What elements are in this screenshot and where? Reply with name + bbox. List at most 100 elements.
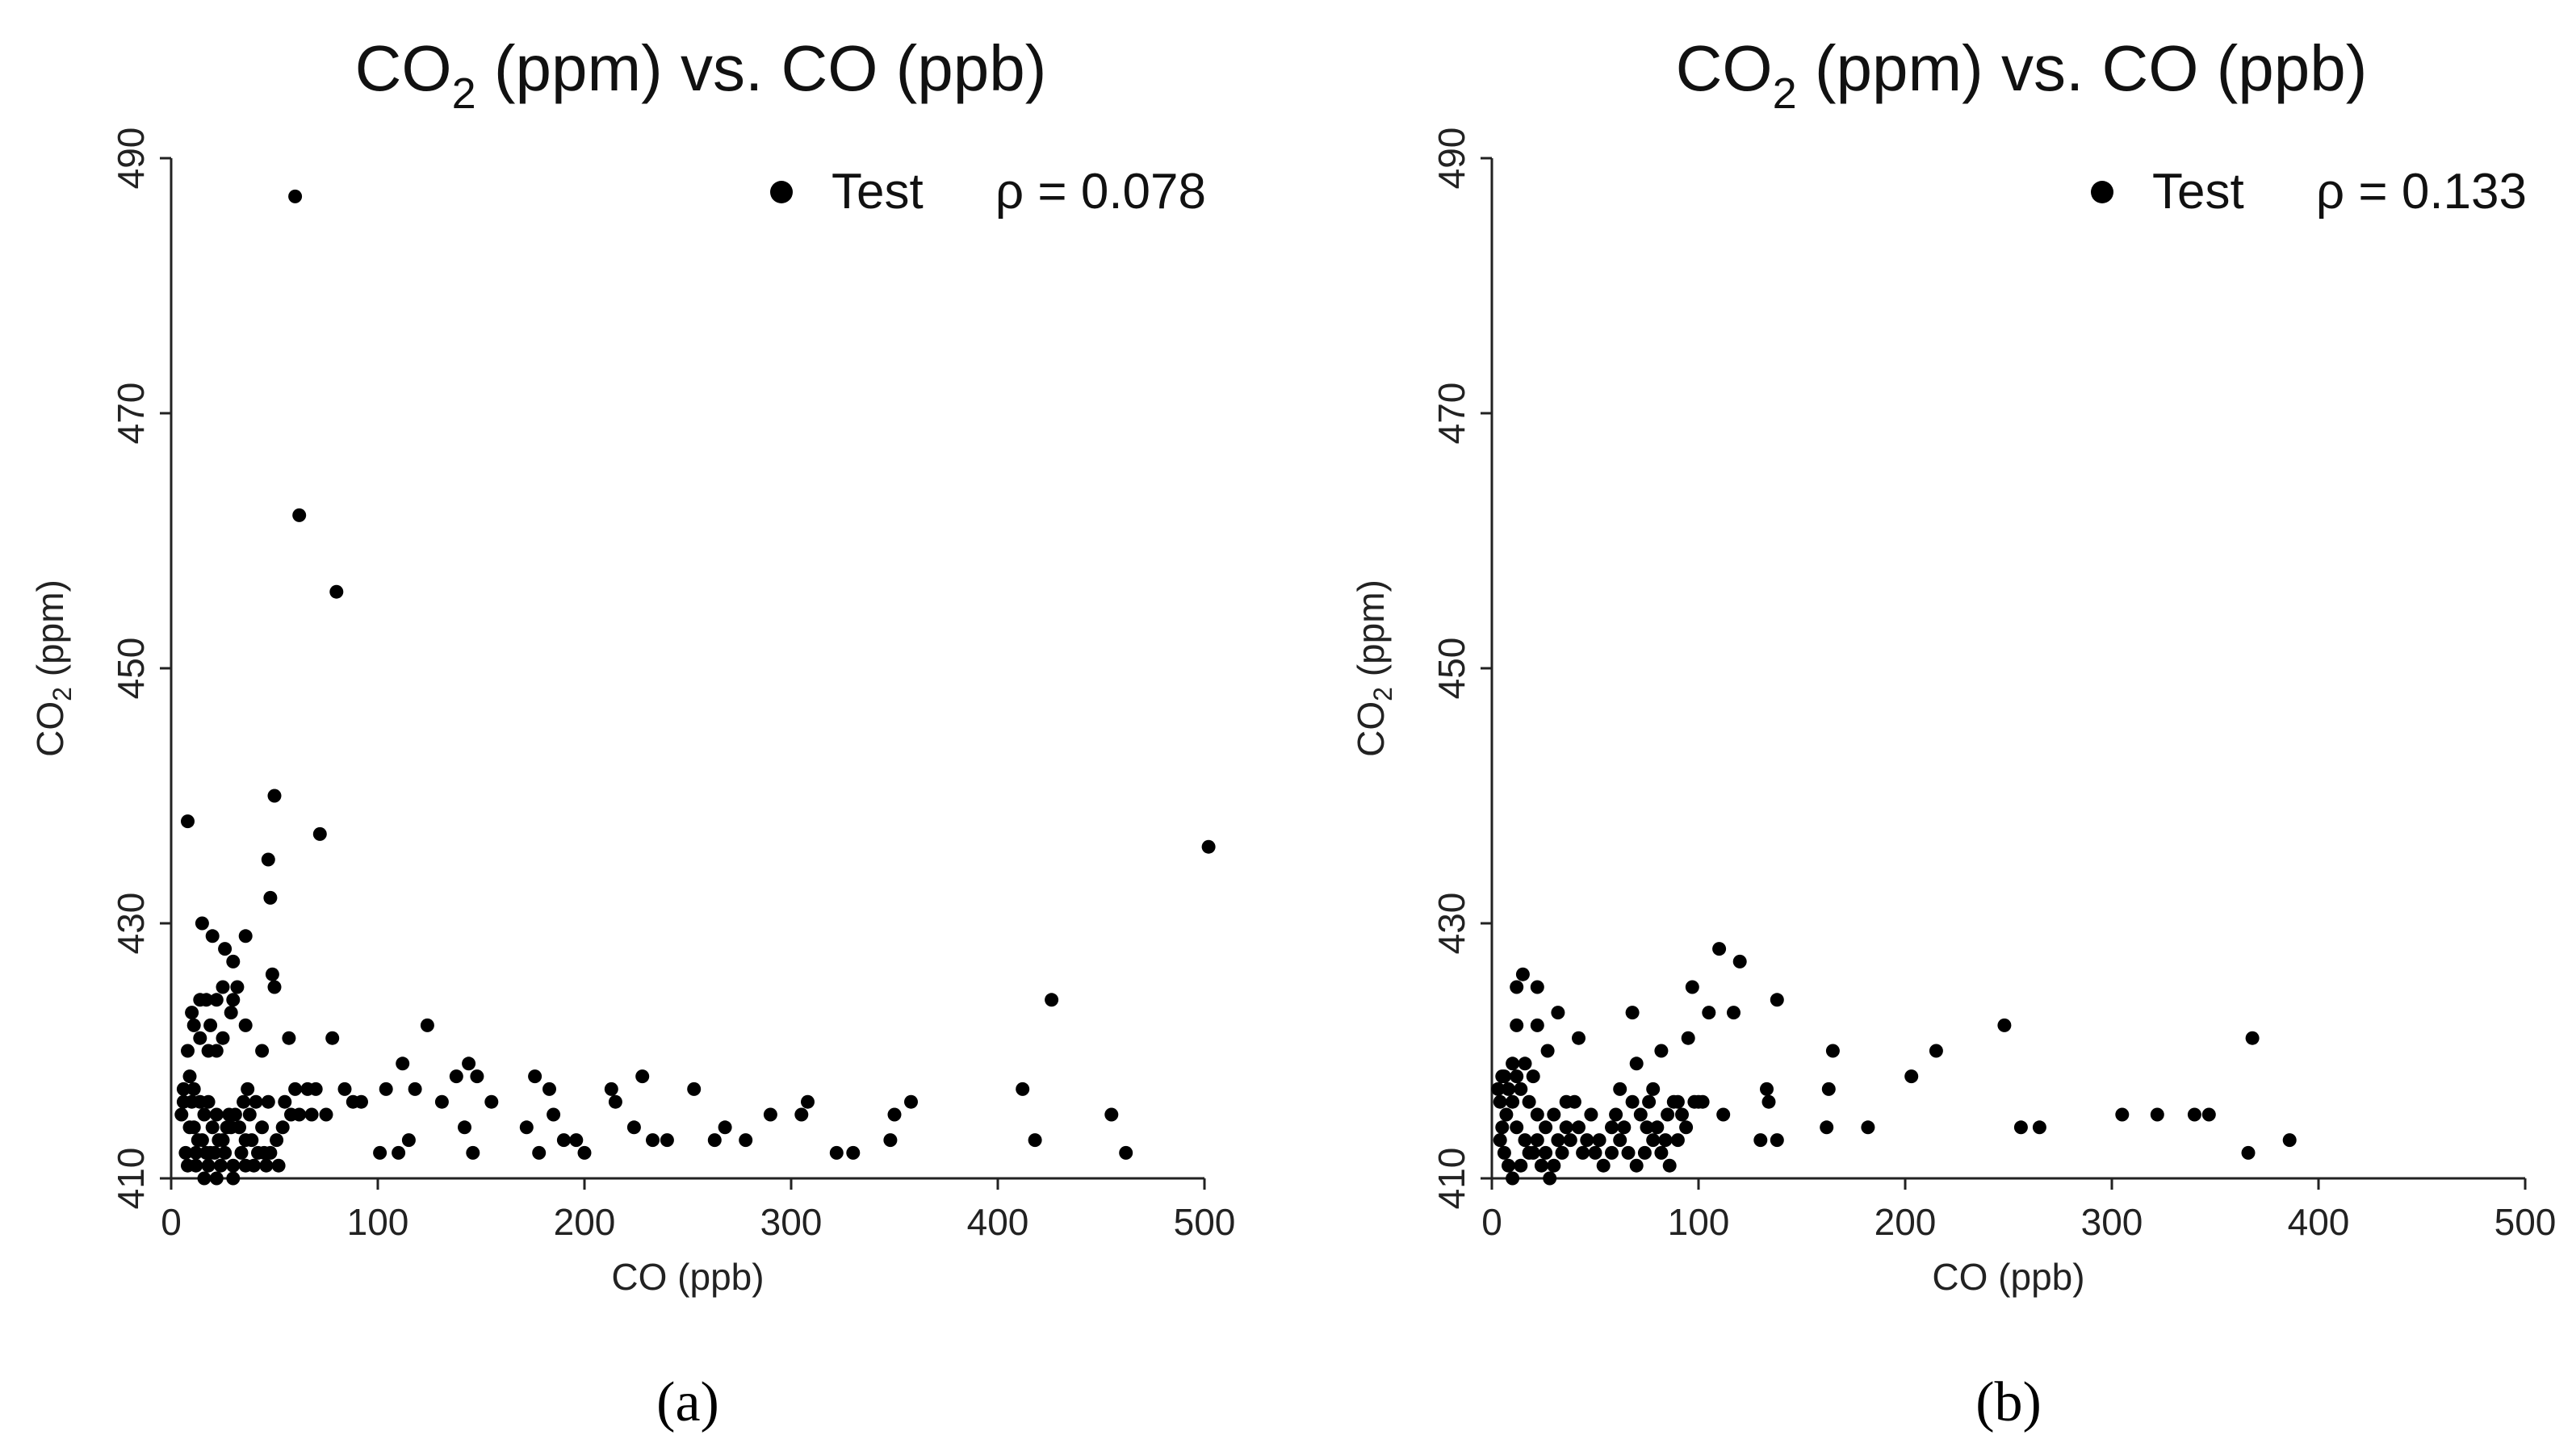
scatter-point: [232, 1120, 246, 1135]
y-tick-label: 410: [110, 1148, 152, 1210]
scatter-point: [230, 980, 245, 994]
x-axis-title: CO (ppb): [1932, 1256, 2084, 1298]
scatter-point: [542, 1082, 556, 1096]
scatter-point: [292, 508, 307, 522]
scatter-point: [420, 1018, 434, 1032]
scatter-point: [1625, 1006, 1640, 1020]
scatter-point: [449, 1069, 463, 1084]
legend: Test ρ = 0.133: [2091, 164, 2527, 220]
scatter-point: [197, 1171, 212, 1186]
scatter-point: [1045, 993, 1059, 1007]
y-ticks: [1481, 157, 1492, 1180]
scatter-point: [1530, 1018, 1544, 1032]
scatter-point: [2013, 1120, 2028, 1135]
scatter-point: [1572, 1031, 1586, 1045]
scatter-point: [186, 1120, 201, 1135]
scatter-point: [1493, 1094, 1507, 1109]
scatter-point: [829, 1145, 844, 1160]
scatter-point: [181, 814, 195, 829]
scatter-points: [1491, 942, 2297, 1186]
scatter-point: [1761, 1094, 1776, 1109]
scatter-point: [288, 1082, 303, 1096]
scatter-point: [1563, 1133, 1577, 1148]
scatter-point: [1506, 1094, 1520, 1109]
scatter-point: [308, 1082, 323, 1096]
scatter-point: [1670, 1133, 1685, 1148]
x-tick-labels: 0 100 200 300 400 500: [161, 1201, 1235, 1243]
legend-statistic: ρ = 0.078: [995, 164, 1206, 220]
scatter-point: [201, 1158, 216, 1173]
scatter-point: [434, 1094, 449, 1109]
scatter-point: [1621, 1145, 1636, 1160]
chart-title: CO2 (ppm) vs. CO (ppb): [1676, 32, 2368, 118]
scatter-point: [1675, 1107, 1689, 1122]
scatter-point: [660, 1133, 674, 1148]
scatter-point: [193, 1031, 207, 1045]
scatter-point: [261, 852, 275, 867]
scatter-point: [226, 954, 241, 969]
scatter-point: [189, 1158, 203, 1173]
scatter-point: [1821, 1082, 1836, 1096]
scatter-point: [1502, 1158, 1515, 1173]
scatter-point: [1510, 1120, 1524, 1135]
panel-label: (b): [1975, 1371, 2042, 1433]
y-tick-label: 450: [110, 638, 152, 700]
scatter-point: [484, 1094, 499, 1109]
scatter-point: [271, 1158, 286, 1173]
scatter-point: [209, 1171, 224, 1186]
scatter-point: [1596, 1158, 1611, 1173]
scatter-point: [1518, 1133, 1532, 1148]
scatter-point: [205, 1120, 220, 1135]
scatter-point: [462, 1056, 476, 1071]
scatter-point: [292, 1107, 307, 1122]
chart-panel-a: CO2 (ppm) vs. CO (ppb) 410 430 450 470 490 0…: [29, 32, 1235, 1433]
scatter-point: [1514, 1082, 1528, 1096]
scatter-point: [186, 1018, 201, 1032]
scatter-point: [718, 1120, 732, 1135]
scatter-point: [255, 1044, 270, 1058]
scatter-point: [1491, 1082, 1506, 1096]
scatter-point: [646, 1133, 660, 1148]
scatter-point: [224, 1006, 238, 1020]
scatter-point: [1104, 1107, 1119, 1122]
scatter-point: [263, 890, 278, 905]
legend: Test ρ = 0.078: [770, 164, 1206, 220]
scatter-point: [207, 1145, 222, 1160]
scatter-point: [556, 1133, 571, 1148]
legend-label: Test: [832, 164, 924, 220]
scatter-point: [1666, 1094, 1681, 1109]
scatter-point: [883, 1133, 898, 1148]
scatter-point: [216, 1133, 230, 1148]
scatter-point: [1820, 1120, 1834, 1135]
scatter-point: [1654, 1145, 1669, 1160]
scatter-point: [1555, 1145, 1569, 1160]
x-tick-label: 0: [161, 1201, 182, 1243]
scatter-point: [275, 1120, 290, 1135]
scatter-point: [193, 993, 207, 1007]
scatter-point: [1609, 1107, 1623, 1122]
scatter-point: [604, 1082, 618, 1096]
scatter-point: [1016, 1082, 1030, 1096]
chart-title: CO2 (ppm) vs. CO (ppb): [355, 32, 1047, 118]
scatter-point: [1727, 1006, 1740, 1020]
scatter-point: [278, 1094, 292, 1109]
scatter-point: [1679, 1120, 1694, 1135]
scatter-point: [255, 1120, 270, 1135]
x-tick-label: 0: [1481, 1201, 1502, 1243]
scatter-point: [707, 1133, 722, 1148]
scatter-point: [1495, 1120, 1510, 1135]
scatter-point: [1119, 1145, 1133, 1160]
scatter-point: [1588, 1145, 1602, 1160]
scatter-point: [569, 1133, 584, 1148]
scatter-point: [1625, 1094, 1640, 1109]
scatter-point: [288, 189, 303, 203]
scatter-point: [1753, 1133, 1768, 1148]
scatter-point: [209, 1107, 224, 1122]
scatter-point: [1760, 1082, 1774, 1096]
scatter-point: [1506, 1171, 1520, 1186]
scatter-point: [267, 980, 282, 994]
x-ticks: [1490, 1178, 2527, 1190]
scatter-point: [1539, 1145, 1553, 1160]
scatter-point: [197, 1107, 212, 1122]
